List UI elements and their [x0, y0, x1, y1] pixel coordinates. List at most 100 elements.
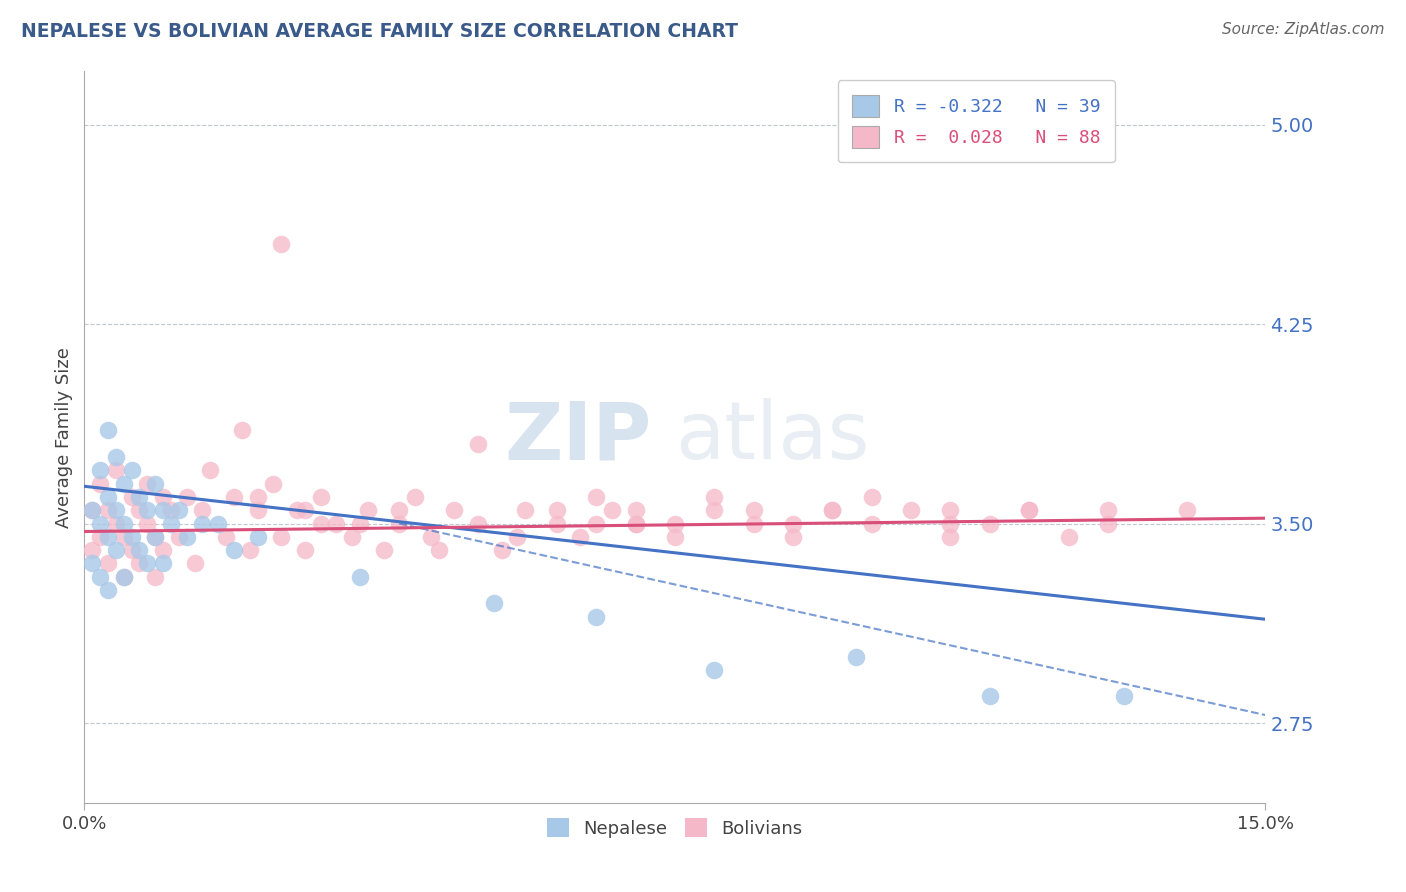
Point: [624, 516, 647, 531]
Point: [136, 503, 159, 517]
Point: [467, 436, 489, 450]
Point: [152, 557, 174, 571]
Point: [1097, 503, 1119, 517]
Point: [585, 516, 607, 531]
Point: [152, 543, 174, 558]
Point: [167, 530, 190, 544]
Point: [82, 557, 104, 571]
Point: [191, 503, 214, 517]
Point: [89, 476, 111, 491]
Point: [246, 490, 269, 504]
Point: [222, 490, 245, 504]
Point: [231, 424, 253, 438]
Point: [860, 516, 883, 531]
Point: [136, 557, 159, 571]
Point: [104, 463, 127, 477]
Point: [664, 516, 686, 531]
Point: [104, 516, 127, 531]
Point: [349, 516, 371, 531]
Point: [112, 530, 135, 544]
Point: [1097, 516, 1119, 531]
Point: [121, 490, 143, 504]
Text: ZIP: ZIP: [503, 398, 651, 476]
Point: [121, 543, 143, 558]
Point: [309, 516, 332, 531]
Point: [900, 503, 922, 517]
Point: [585, 490, 607, 504]
Point: [143, 570, 166, 584]
Point: [222, 543, 245, 558]
Point: [143, 476, 166, 491]
Point: [112, 570, 135, 584]
Y-axis label: Average Family Size: Average Family Size: [55, 347, 73, 527]
Point: [467, 516, 489, 531]
Point: [325, 516, 347, 531]
Text: Source: ZipAtlas.com: Source: ZipAtlas.com: [1222, 22, 1385, 37]
Point: [821, 503, 844, 517]
Point: [419, 530, 441, 544]
Point: [569, 530, 592, 544]
Point: [136, 476, 159, 491]
Point: [128, 503, 150, 517]
Point: [104, 450, 127, 464]
Point: [97, 530, 120, 544]
Point: [1018, 503, 1040, 517]
Point: [262, 476, 284, 491]
Point: [742, 503, 765, 517]
Point: [112, 476, 135, 491]
Point: [104, 543, 127, 558]
Point: [357, 503, 380, 517]
Point: [270, 237, 292, 252]
Point: [112, 516, 135, 531]
Point: [128, 490, 150, 504]
Point: [546, 503, 568, 517]
Point: [176, 530, 198, 544]
Point: [136, 516, 159, 531]
Point: [404, 490, 426, 504]
Point: [782, 516, 804, 531]
Point: [97, 490, 120, 504]
Point: [703, 503, 725, 517]
Point: [285, 503, 308, 517]
Point: [82, 503, 104, 517]
Point: [979, 690, 1001, 704]
Point: [239, 543, 262, 558]
Point: [845, 649, 868, 664]
Point: [703, 663, 725, 677]
Point: [143, 530, 166, 544]
Point: [600, 503, 623, 517]
Point: [309, 490, 332, 504]
Point: [782, 530, 804, 544]
Point: [546, 516, 568, 531]
Point: [121, 463, 143, 477]
Point: [979, 516, 1001, 531]
Point: [703, 490, 725, 504]
Point: [427, 543, 450, 558]
Point: [443, 503, 465, 517]
Point: [215, 530, 238, 544]
Point: [270, 530, 292, 544]
Text: atlas: atlas: [675, 398, 869, 476]
Point: [104, 503, 127, 517]
Point: [742, 516, 765, 531]
Point: [97, 503, 120, 517]
Point: [191, 516, 214, 531]
Point: [89, 530, 111, 544]
Point: [97, 557, 120, 571]
Point: [294, 503, 316, 517]
Point: [97, 582, 120, 597]
Point: [89, 570, 111, 584]
Point: [1175, 503, 1198, 517]
Point: [246, 530, 269, 544]
Point: [624, 503, 647, 517]
Point: [821, 503, 844, 517]
Point: [167, 503, 190, 517]
Text: NEPALESE VS BOLIVIAN AVERAGE FAMILY SIZE CORRELATION CHART: NEPALESE VS BOLIVIAN AVERAGE FAMILY SIZE…: [21, 22, 738, 41]
Point: [664, 530, 686, 544]
Point: [1057, 530, 1080, 544]
Point: [128, 557, 150, 571]
Point: [349, 570, 371, 584]
Point: [89, 516, 111, 531]
Point: [207, 516, 229, 531]
Point: [112, 570, 135, 584]
